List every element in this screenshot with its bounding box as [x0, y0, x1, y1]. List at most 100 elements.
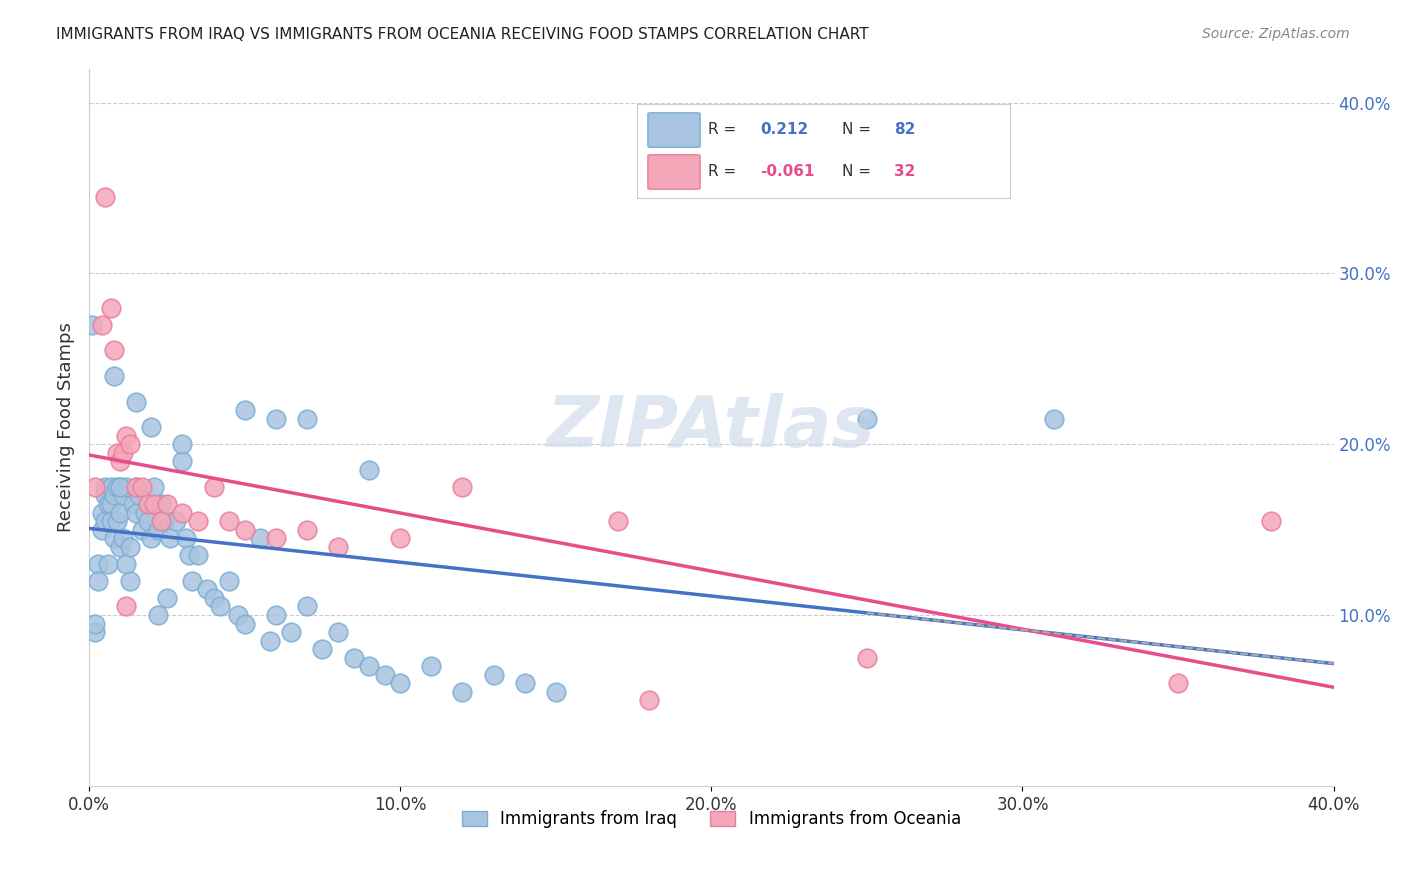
Point	[1260, 514, 1282, 528]
Point	[149, 497, 172, 511]
Point	[202, 480, 225, 494]
Y-axis label: Receiving Food Stamps: Receiving Food Stamps	[58, 322, 75, 533]
Point	[125, 506, 148, 520]
Point	[389, 676, 412, 690]
Text: Source: ZipAtlas.com: Source: ZipAtlas.com	[1202, 27, 1350, 41]
Point	[264, 531, 287, 545]
Point	[125, 394, 148, 409]
Text: IMMIGRANTS FROM IRAQ VS IMMIGRANTS FROM OCEANIA RECEIVING FOOD STAMPS CORRELATIO: IMMIGRANTS FROM IRAQ VS IMMIGRANTS FROM …	[56, 27, 869, 42]
Point	[295, 411, 318, 425]
Point	[152, 514, 174, 528]
Point	[233, 616, 256, 631]
Point	[90, 318, 112, 332]
Point	[359, 659, 381, 673]
Point	[311, 642, 333, 657]
Point	[103, 531, 125, 545]
Point	[174, 531, 197, 545]
Point	[108, 480, 131, 494]
Point	[93, 189, 115, 203]
Point	[187, 548, 209, 562]
Point	[259, 633, 281, 648]
Point	[202, 591, 225, 605]
Point	[108, 506, 131, 520]
Point	[103, 488, 125, 502]
Point	[115, 557, 138, 571]
Point	[180, 574, 202, 588]
Point	[149, 514, 172, 528]
Point	[93, 514, 115, 528]
Point	[90, 506, 112, 520]
Point	[295, 599, 318, 614]
Point	[544, 685, 567, 699]
Point	[146, 607, 169, 622]
Point	[143, 497, 166, 511]
Point	[112, 488, 135, 502]
Point	[103, 368, 125, 383]
Point	[134, 506, 156, 520]
Point	[131, 523, 153, 537]
Point	[249, 531, 271, 545]
Point	[420, 659, 443, 673]
Point	[87, 557, 110, 571]
Point	[93, 480, 115, 494]
Point	[128, 488, 150, 502]
Point	[108, 454, 131, 468]
Point	[87, 574, 110, 588]
Point	[115, 599, 138, 614]
Point	[359, 463, 381, 477]
Point	[100, 480, 122, 494]
Point	[141, 420, 163, 434]
Point	[93, 488, 115, 502]
Point	[280, 625, 302, 640]
Point	[103, 343, 125, 358]
Point	[125, 480, 148, 494]
Point	[108, 540, 131, 554]
Point	[264, 411, 287, 425]
Point	[233, 523, 256, 537]
Point	[136, 497, 159, 511]
Point	[118, 574, 141, 588]
Point	[513, 676, 536, 690]
Legend: Immigrants from Iraq, Immigrants from Oceania: Immigrants from Iraq, Immigrants from Oc…	[456, 804, 967, 835]
Point	[105, 480, 128, 494]
Point	[177, 548, 200, 562]
Point	[856, 411, 879, 425]
Point	[118, 437, 141, 451]
Point	[374, 667, 396, 681]
Point	[118, 540, 141, 554]
Point	[172, 506, 194, 520]
Point	[100, 301, 122, 315]
Point	[156, 591, 179, 605]
Point	[105, 446, 128, 460]
Point	[115, 428, 138, 442]
Point	[100, 514, 122, 528]
Point	[82, 318, 104, 332]
Point	[90, 523, 112, 537]
Point	[187, 514, 209, 528]
Point	[389, 531, 412, 545]
Point	[84, 480, 107, 494]
Point	[218, 574, 240, 588]
Point	[607, 514, 630, 528]
Point	[84, 616, 107, 631]
Point	[451, 480, 474, 494]
Point	[856, 650, 879, 665]
Point	[172, 437, 194, 451]
Point	[482, 667, 505, 681]
Point	[115, 480, 138, 494]
Point	[125, 480, 148, 494]
Point	[228, 607, 250, 622]
Point	[121, 497, 143, 511]
Point	[84, 625, 107, 640]
Point	[342, 650, 364, 665]
Point	[136, 514, 159, 528]
Point	[326, 540, 349, 554]
Point	[112, 531, 135, 545]
Point	[326, 625, 349, 640]
Point	[146, 523, 169, 537]
Point	[451, 685, 474, 699]
Point	[218, 514, 240, 528]
Text: ZIPAtlas: ZIPAtlas	[547, 392, 876, 462]
Point	[131, 480, 153, 494]
Point	[233, 403, 256, 417]
